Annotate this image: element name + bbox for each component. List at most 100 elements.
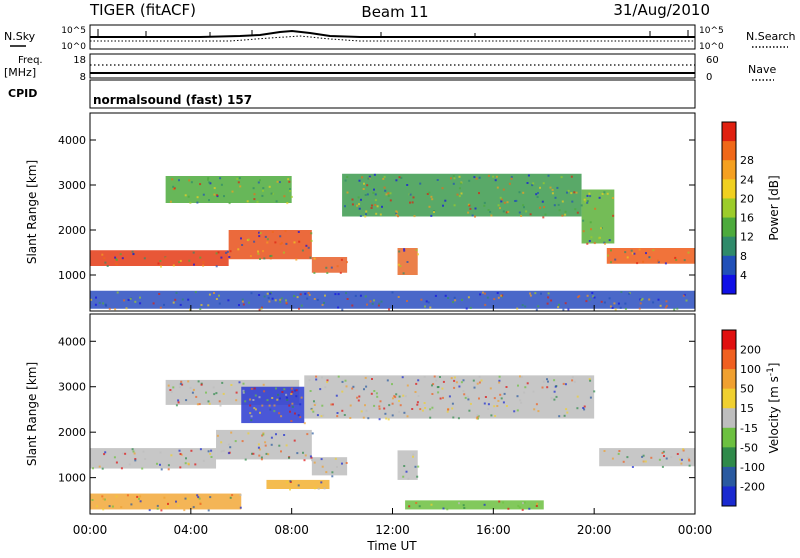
echo-speckle: [132, 450, 135, 453]
echo-speckle: [293, 439, 296, 442]
echo-speckle: [269, 292, 272, 295]
echo-speckle: [551, 192, 554, 195]
echo-speckle: [331, 475, 334, 478]
echo-speckle: [180, 380, 183, 383]
echo-speckle: [280, 450, 282, 453]
echo-speckle: [586, 242, 589, 245]
echo-speckle: [431, 406, 434, 409]
echo-region: [90, 250, 229, 266]
echo-speckle: [428, 205, 431, 208]
echo-speckle: [384, 189, 387, 192]
echo-speckle: [264, 235, 267, 238]
echo-speckle: [484, 303, 487, 306]
echo-speckle: [496, 186, 499, 189]
echo-speckle: [546, 302, 549, 305]
echo-speckle: [357, 196, 360, 199]
echo-speckle: [497, 399, 500, 402]
echo-speckle: [613, 302, 616, 305]
echo-speckle: [463, 393, 466, 396]
echo-speckle: [358, 207, 361, 210]
echo-speckle: [220, 256, 223, 259]
echo-speckle: [366, 184, 369, 187]
echo-speckle: [305, 244, 308, 247]
echo-speckle: [257, 443, 260, 446]
echo-speckle: [517, 384, 519, 387]
echo-speckle: [430, 503, 433, 506]
echo-speckle: [249, 255, 252, 258]
echo-speckle: [177, 504, 180, 507]
echo-speckle: [419, 182, 422, 185]
echo-speckle: [200, 304, 203, 306]
echo-speckle: [129, 297, 132, 300]
echo-speckle: [124, 452, 127, 455]
colorbar-segment: [722, 369, 736, 390]
echo-speckle: [378, 302, 381, 305]
echo-speckle: [603, 450, 606, 452]
echo-speckle: [372, 191, 375, 194]
echo-speckle: [562, 308, 565, 311]
echo-speckle: [179, 259, 182, 262]
echo-speckle: [550, 299, 553, 302]
echo-speckle: [527, 174, 530, 177]
echo-speckle: [429, 306, 432, 309]
echo-speckle: [515, 199, 518, 202]
echo-speckle: [439, 376, 441, 378]
echo-speckle: [179, 303, 182, 306]
echo-speckle: [373, 299, 375, 302]
nsearch-label: N.Search: [746, 30, 796, 43]
echo-speckle: [373, 173, 376, 176]
echo-speckle: [241, 244, 244, 246]
echo-speckle: [164, 256, 167, 259]
echo-speckle: [239, 494, 242, 496]
echo-speckle: [475, 177, 478, 180]
echo-speckle: [453, 379, 456, 382]
echo-speckle: [299, 416, 302, 419]
echo-speckle: [547, 174, 550, 177]
echo-speckle: [183, 509, 186, 512]
echo-speckle: [330, 266, 333, 269]
echo-speckle: [598, 237, 601, 240]
echo-speckle: [395, 210, 398, 213]
echo-speckle: [290, 420, 293, 422]
echo-speckle: [259, 232, 262, 235]
echo-speckle: [159, 451, 162, 454]
echo-speckle: [311, 408, 314, 411]
echo-speckle: [178, 386, 181, 389]
echo-speckle: [123, 299, 126, 302]
echo-speckle: [213, 393, 216, 396]
echo-speckle: [564, 210, 567, 213]
echo-speckle: [639, 302, 642, 305]
colorbar-tick-label: 16: [740, 212, 754, 225]
echo-speckle: [222, 449, 225, 452]
echo-speckle: [452, 174, 455, 177]
echo-speckle: [612, 214, 615, 217]
colorbar-segment: [722, 388, 736, 409]
echo-speckle: [494, 415, 497, 417]
echo-speckle: [519, 375, 521, 378]
echo-speckle: [639, 298, 642, 301]
echo-speckle: [614, 308, 617, 311]
echo-speckle: [278, 181, 281, 184]
echo-speckle: [585, 300, 588, 303]
echo-speckle: [131, 250, 134, 253]
echo-speckle: [299, 403, 302, 406]
echo-speckle: [474, 207, 477, 210]
echo-speckle: [505, 211, 508, 214]
echo-speckle: [507, 507, 510, 510]
echo-speckle: [324, 294, 326, 297]
echo-speckle: [92, 467, 94, 470]
echo-speckle: [685, 299, 688, 302]
echo-speckle: [173, 187, 176, 190]
echo-speckle: [258, 396, 261, 399]
echo-speckle: [411, 201, 414, 204]
echo-speckle: [172, 301, 175, 304]
echo-speckle: [614, 258, 617, 261]
echo-speckle: [289, 410, 291, 413]
echo-speckle: [412, 196, 415, 199]
echo-speckle: [496, 405, 499, 407]
echo-speckle: [313, 257, 316, 260]
echo-speckle: [412, 455, 414, 458]
echo-speckle: [257, 250, 259, 253]
velocity-echo-layer: [90, 375, 695, 510]
echo-speckle: [367, 177, 370, 180]
